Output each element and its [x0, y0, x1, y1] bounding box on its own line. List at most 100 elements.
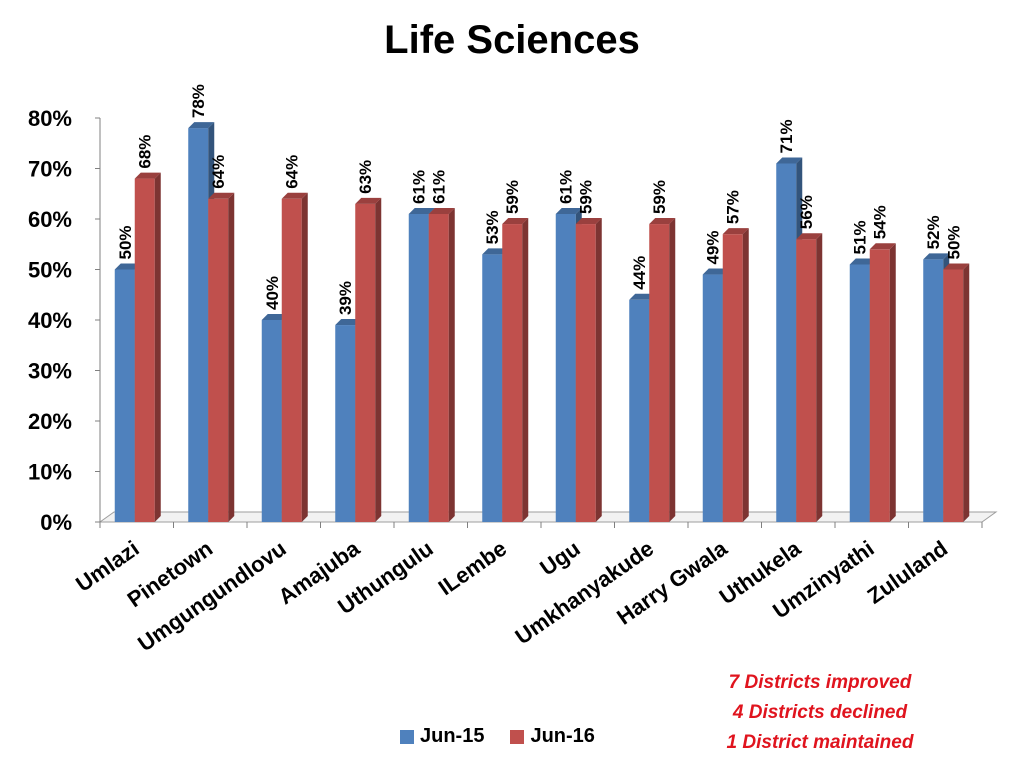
legend-label-jun-16: Jun-16 [530, 725, 595, 747]
y-tick-label: 0% [40, 510, 72, 535]
note-maintained: 1 District maintained [726, 732, 914, 753]
bar-top [134, 172, 161, 179]
bar [208, 198, 229, 523]
bar-value-label: 78% [189, 84, 208, 118]
bar-value-label: 57% [724, 190, 743, 224]
y-tick-label: 70% [28, 157, 72, 182]
bar-top [575, 218, 602, 225]
bar-top [702, 268, 729, 275]
bar-value-label: 59% [503, 180, 522, 214]
bar-side [889, 243, 896, 523]
bar-top [114, 263, 141, 270]
legend-swatch-jun-16 [510, 729, 525, 744]
bar-top [849, 258, 876, 265]
bar-value-label: 39% [336, 281, 355, 315]
bar-value-label: 50% [116, 225, 135, 259]
bar-value-label: 59% [577, 180, 596, 214]
bar-side [301, 192, 308, 523]
bar-top [555, 207, 582, 214]
y-tick-label: 40% [28, 308, 72, 333]
bar [482, 254, 503, 522]
bar-side [669, 218, 676, 523]
bar [134, 178, 155, 522]
bar-value-label: 51% [851, 220, 870, 254]
bar [722, 234, 743, 522]
bar-top [629, 293, 656, 300]
legend: Jun-15 Jun-16 [400, 725, 621, 748]
bar-value-label: 50% [944, 225, 963, 259]
x-category-label: Zululand [863, 536, 952, 609]
bar-top [649, 218, 676, 225]
y-tick-label: 30% [28, 359, 72, 384]
bar [502, 224, 523, 523]
x-category-label: Ugu [535, 536, 584, 581]
legend-label-jun-15: Jun-15 [420, 725, 485, 747]
bar [355, 203, 376, 522]
bar-value-label: 71% [777, 119, 796, 153]
y-tick-label: 50% [28, 258, 72, 283]
bar [702, 274, 723, 522]
bar [281, 198, 302, 523]
bar-top [355, 197, 382, 204]
bar-value-label: 56% [797, 195, 816, 229]
bar [188, 128, 209, 522]
bar-top [796, 233, 823, 240]
bar [114, 269, 135, 522]
y-tick-label: 20% [28, 409, 72, 434]
note-improved: 7 Districts improved [728, 672, 912, 693]
bar [796, 239, 817, 522]
bar-top [208, 192, 235, 199]
bar [335, 325, 356, 522]
bar-value-label: 64% [283, 155, 302, 189]
legend-swatch-jun-15 [400, 729, 414, 744]
bar [943, 269, 964, 522]
bar-value-label: 63% [356, 160, 375, 194]
bar [776, 163, 797, 522]
bar-side [522, 218, 529, 523]
bar-side [963, 263, 970, 522]
bar-top [408, 207, 435, 214]
bar-top [776, 157, 803, 164]
bar-top [943, 263, 970, 270]
bar-top [502, 218, 529, 225]
note-declined: 4 Districts declined [732, 702, 908, 723]
bar-value-label: 61% [430, 170, 449, 204]
bar-value-label: 52% [924, 215, 943, 249]
bar-side [595, 218, 602, 523]
bar-top [335, 319, 362, 326]
bar [923, 259, 944, 522]
bar-value-label: 59% [650, 180, 669, 214]
bar-side [228, 192, 235, 523]
x-category-label: ILembe [434, 536, 511, 601]
legend-item-jun-16: Jun-16 [510, 725, 595, 748]
bar-top [482, 248, 509, 255]
y-tick-label: 10% [28, 460, 72, 485]
bar [555, 213, 576, 522]
bar-value-label: 68% [136, 135, 155, 169]
bar-side [816, 233, 823, 522]
bar-top [923, 253, 950, 260]
bar [869, 249, 890, 523]
bar-top [722, 228, 749, 235]
bar-side [742, 228, 749, 522]
bar-top [261, 314, 288, 320]
bar [408, 213, 429, 522]
bar [629, 299, 650, 522]
bar-side [448, 207, 455, 522]
bar-top [281, 192, 308, 199]
bar-value-label: 40% [263, 276, 282, 310]
y-tick-label: 80% [28, 106, 72, 131]
chart-title: Life Sciences [384, 18, 640, 62]
bar-value-label: 49% [704, 231, 723, 265]
bar-value-label: 44% [630, 256, 649, 290]
bar-value-label: 61% [410, 170, 429, 204]
bar-value-label: 53% [483, 210, 502, 244]
bar-side [154, 172, 161, 522]
bar [261, 320, 282, 522]
legend-item-jun-15: Jun-15 [400, 725, 484, 748]
bar [428, 213, 449, 522]
bar-side [375, 197, 382, 522]
bar-top [428, 207, 455, 214]
y-tick-label: 60% [28, 207, 72, 232]
